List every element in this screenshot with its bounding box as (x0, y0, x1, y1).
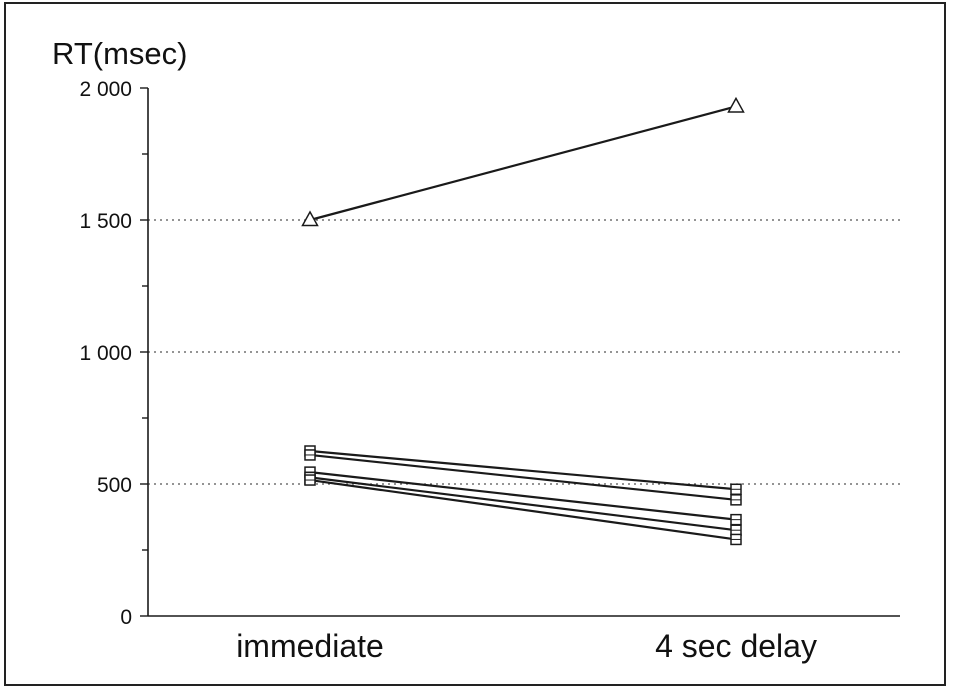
y-tick-label: 1 000 (79, 342, 132, 365)
y-tick-label: 500 (97, 474, 132, 497)
series-line (309, 471, 737, 521)
series-line (309, 478, 737, 541)
x-category-label: immediate (236, 628, 384, 664)
series-line (309, 453, 737, 501)
triangle-marker (301, 210, 319, 227)
tick-labels: 0 500 1 000 1 500 2 000 immediate 4 sec delay (79, 78, 817, 664)
axes (140, 87, 900, 617)
y-tick-label: 2 000 (79, 78, 132, 101)
triangle-marker (727, 96, 745, 113)
grid-lines (148, 219, 900, 485)
y-axis-title: RT(msec) (52, 36, 187, 71)
chart-frame (4, 2, 946, 686)
y-tick-label: 0 (120, 606, 132, 629)
series-line (309, 105, 737, 222)
x-category-label: 4 sec delay (655, 628, 817, 664)
data-series (301, 96, 745, 546)
series-line (309, 476, 737, 532)
y-tick-label: 1 500 (79, 210, 132, 233)
series-line (309, 449, 737, 491)
